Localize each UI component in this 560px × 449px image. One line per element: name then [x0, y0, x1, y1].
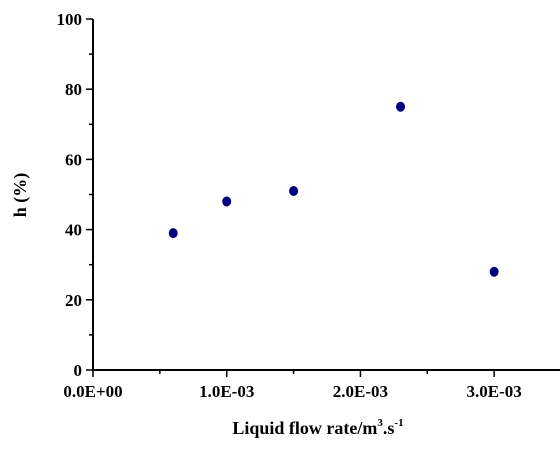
x-tick-label: 3.0E-03	[467, 382, 522, 401]
data-point	[489, 266, 499, 277]
x-tick-label: 0.0E+00	[63, 382, 122, 401]
data-point	[168, 228, 178, 239]
x-axis-title-main: Liquid flow rate/m	[232, 418, 377, 438]
data-point	[289, 185, 299, 196]
x-axis-title-mid: .s	[383, 418, 395, 438]
y-tick-label: 60	[65, 150, 82, 169]
data-point	[396, 101, 406, 112]
y-tick-label: 80	[65, 80, 82, 99]
y-tick-label: 40	[65, 221, 82, 240]
x-axis-title-sup-1: 3	[377, 417, 383, 429]
x-tick-label: 2.0E-03	[333, 382, 388, 401]
x-axis-title: Liquid flow rate/m3.s-1	[232, 417, 403, 438]
y-axis-title: h (%)	[10, 173, 31, 218]
x-tick-label: 1.0E-03	[199, 382, 254, 401]
y-tick-label: 0	[74, 361, 83, 380]
y-tick-label: 100	[57, 10, 83, 29]
axis-ticks	[86, 18, 495, 377]
tick-labels: 0 20 40 60 80 100 0.0E+00 1.0E-03 2.0E-03 3.0E-03	[57, 10, 522, 401]
y-tick-label: 20	[65, 291, 82, 310]
x-axis-title-sup-2: -1	[394, 417, 403, 429]
data-points	[168, 101, 499, 277]
data-point	[222, 196, 232, 207]
